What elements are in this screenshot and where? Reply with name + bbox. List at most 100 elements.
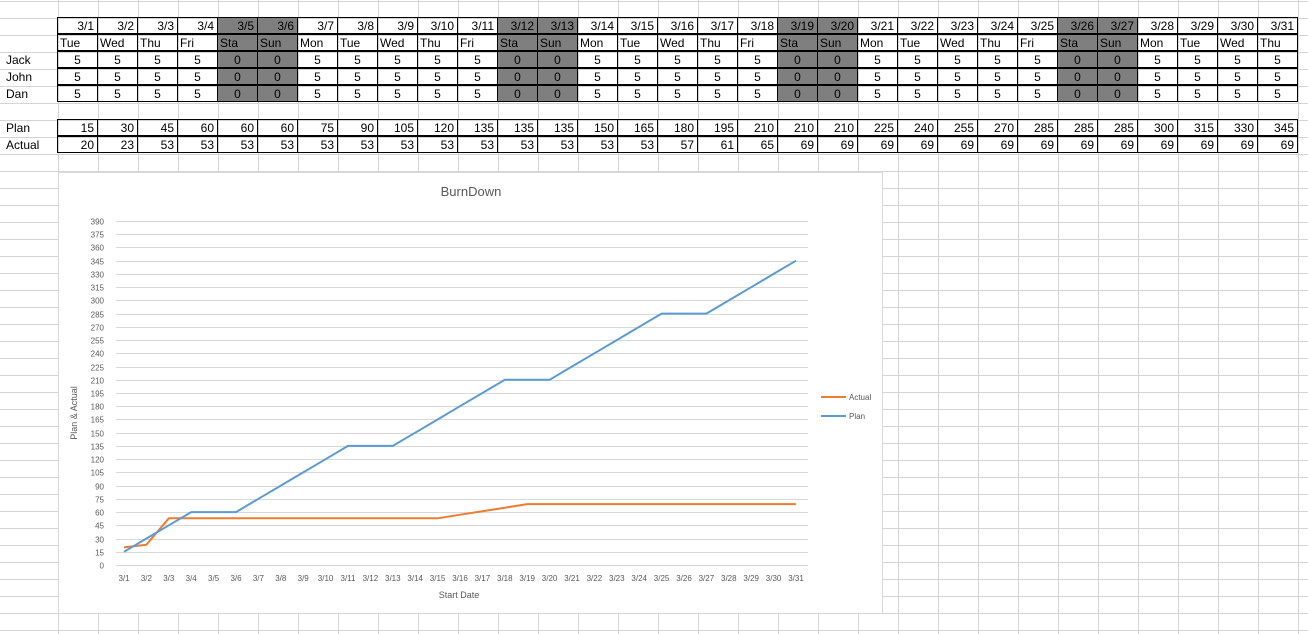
hours-cell[interactable]: 5 (417, 68, 458, 85)
burndown-chart[interactable]: BurnDown Start Date Plan & Actual 0 15 30 4… (58, 172, 883, 614)
hours-cell[interactable]: 5 (377, 85, 418, 102)
hours-cell[interactable]: 5 (977, 85, 1018, 102)
plan-value-cell[interactable]: 30 (97, 119, 138, 136)
hours-cell[interactable]: 5 (177, 51, 218, 68)
weekday-header-cell[interactable]: Wed (657, 34, 698, 51)
plan-value-cell[interactable]: 15 (57, 119, 98, 136)
hours-cell[interactable]: 5 (897, 68, 938, 85)
hours-cell[interactable]: 5 (57, 85, 98, 102)
hours-cell[interactable]: 5 (1257, 68, 1298, 85)
plan-value-cell[interactable]: 195 (697, 119, 738, 136)
hours-cell[interactable]: 5 (337, 68, 378, 85)
hours-cell[interactable]: 5 (697, 51, 738, 68)
actual-value-cell[interactable]: 69 (1097, 136, 1138, 153)
hours-cell[interactable]: 5 (137, 51, 178, 68)
person-name-cell[interactable]: Jack (6, 53, 31, 67)
hours-cell[interactable]: 0 (537, 68, 578, 85)
plan-value-cell[interactable]: 210 (817, 119, 858, 136)
date-header-cell[interactable]: 3/20 (817, 17, 858, 34)
date-header-cell[interactable]: 3/31 (1257, 17, 1298, 34)
hours-cell[interactable]: 5 (57, 68, 98, 85)
hours-cell[interactable]: 0 (777, 51, 818, 68)
hours-cell[interactable]: 5 (1217, 68, 1258, 85)
actual-value-cell[interactable]: 53 (337, 136, 378, 153)
date-header-cell[interactable]: 3/19 (777, 17, 818, 34)
date-header-cell[interactable]: 3/12 (497, 17, 538, 34)
date-header-cell[interactable]: 3/5 (217, 17, 258, 34)
hours-cell[interactable]: 5 (657, 85, 698, 102)
date-header-cell[interactable]: 3/7 (297, 17, 338, 34)
hours-cell[interactable]: 5 (1137, 85, 1178, 102)
hours-cell[interactable]: 5 (977, 51, 1018, 68)
weekday-header-cell[interactable]: Wed (377, 34, 418, 51)
date-header-cell[interactable]: 3/30 (1217, 17, 1258, 34)
weekday-header-cell[interactable]: Thu (697, 34, 738, 51)
actual-value-cell[interactable]: 69 (1217, 136, 1258, 153)
date-header-cell[interactable]: 3/15 (617, 17, 658, 34)
date-header-cell[interactable]: 3/14 (577, 17, 618, 34)
actual-value-cell[interactable]: 69 (817, 136, 858, 153)
plan-value-cell[interactable]: 270 (977, 119, 1018, 136)
weekday-header-cell[interactable]: Sta (777, 34, 818, 51)
plan-value-cell[interactable]: 255 (937, 119, 978, 136)
hours-cell[interactable]: 5 (177, 85, 218, 102)
actual-value-cell[interactable]: 53 (457, 136, 498, 153)
weekday-header-cell[interactable]: Mon (1137, 34, 1178, 51)
weekday-header-cell[interactable]: Tue (337, 34, 378, 51)
date-header-cell[interactable]: 3/4 (177, 17, 218, 34)
series-line-plan[interactable] (123, 259, 797, 553)
actual-value-cell[interactable]: 53 (377, 136, 418, 153)
hours-cell[interactable]: 5 (57, 51, 98, 68)
hours-cell[interactable]: 5 (1177, 68, 1218, 85)
hours-cell[interactable]: 0 (1097, 51, 1138, 68)
date-header-cell[interactable]: 3/17 (697, 17, 738, 34)
hours-cell[interactable]: 5 (857, 68, 898, 85)
plan-value-cell[interactable]: 105 (377, 119, 418, 136)
person-name-cell[interactable]: Dan (6, 87, 29, 101)
actual-value-cell[interactable]: 69 (857, 136, 898, 153)
date-header-cell[interactable]: 3/2 (97, 17, 138, 34)
date-header-cell[interactable]: 3/28 (1137, 17, 1178, 34)
date-header-cell[interactable]: 3/26 (1057, 17, 1098, 34)
hours-cell[interactable]: 5 (1017, 51, 1058, 68)
weekday-header-cell[interactable]: Wed (97, 34, 138, 51)
hours-cell[interactable]: 5 (1217, 85, 1258, 102)
plan-value-cell[interactable]: 210 (737, 119, 778, 136)
hours-cell[interactable]: 5 (897, 51, 938, 68)
hours-cell[interactable]: 5 (97, 51, 138, 68)
date-header-cell[interactable]: 3/9 (377, 17, 418, 34)
hours-cell[interactable]: 0 (217, 85, 258, 102)
hours-cell[interactable]: 0 (1057, 85, 1098, 102)
actual-value-cell[interactable]: 69 (977, 136, 1018, 153)
hours-cell[interactable]: 0 (1057, 51, 1098, 68)
hours-cell[interactable]: 0 (257, 68, 298, 85)
hours-cell[interactable]: 5 (417, 51, 458, 68)
actual-row-label[interactable]: Actual (6, 138, 40, 152)
plan-value-cell[interactable]: 120 (417, 119, 458, 136)
plan-value-cell[interactable]: 90 (337, 119, 378, 136)
hours-cell[interactable]: 5 (1257, 85, 1298, 102)
date-header-cell[interactable]: 3/16 (657, 17, 698, 34)
plan-value-cell[interactable]: 150 (577, 119, 618, 136)
hours-cell[interactable]: 5 (1217, 51, 1258, 68)
plan-value-cell[interactable]: 330 (1217, 119, 1258, 136)
hours-cell[interactable]: 0 (777, 85, 818, 102)
plan-value-cell[interactable]: 135 (497, 119, 538, 136)
hours-cell[interactable]: 5 (617, 85, 658, 102)
actual-value-cell[interactable]: 53 (417, 136, 458, 153)
plan-value-cell[interactable]: 135 (537, 119, 578, 136)
actual-value-cell[interactable]: 61 (697, 136, 738, 153)
hours-cell[interactable]: 5 (737, 51, 778, 68)
hours-cell[interactable]: 0 (497, 85, 538, 102)
hours-cell[interactable]: 5 (657, 68, 698, 85)
actual-value-cell[interactable]: 69 (1057, 136, 1098, 153)
hours-cell[interactable]: 5 (617, 68, 658, 85)
weekday-header-cell[interactable]: Thu (137, 34, 178, 51)
hours-cell[interactable]: 0 (777, 68, 818, 85)
date-header-cell[interactable]: 3/6 (257, 17, 298, 34)
hours-cell[interactable]: 5 (737, 68, 778, 85)
actual-value-cell[interactable]: 53 (497, 136, 538, 153)
plan-value-cell[interactable]: 240 (897, 119, 938, 136)
plan-value-cell[interactable]: 300 (1137, 119, 1178, 136)
date-header-cell[interactable]: 3/8 (337, 17, 378, 34)
